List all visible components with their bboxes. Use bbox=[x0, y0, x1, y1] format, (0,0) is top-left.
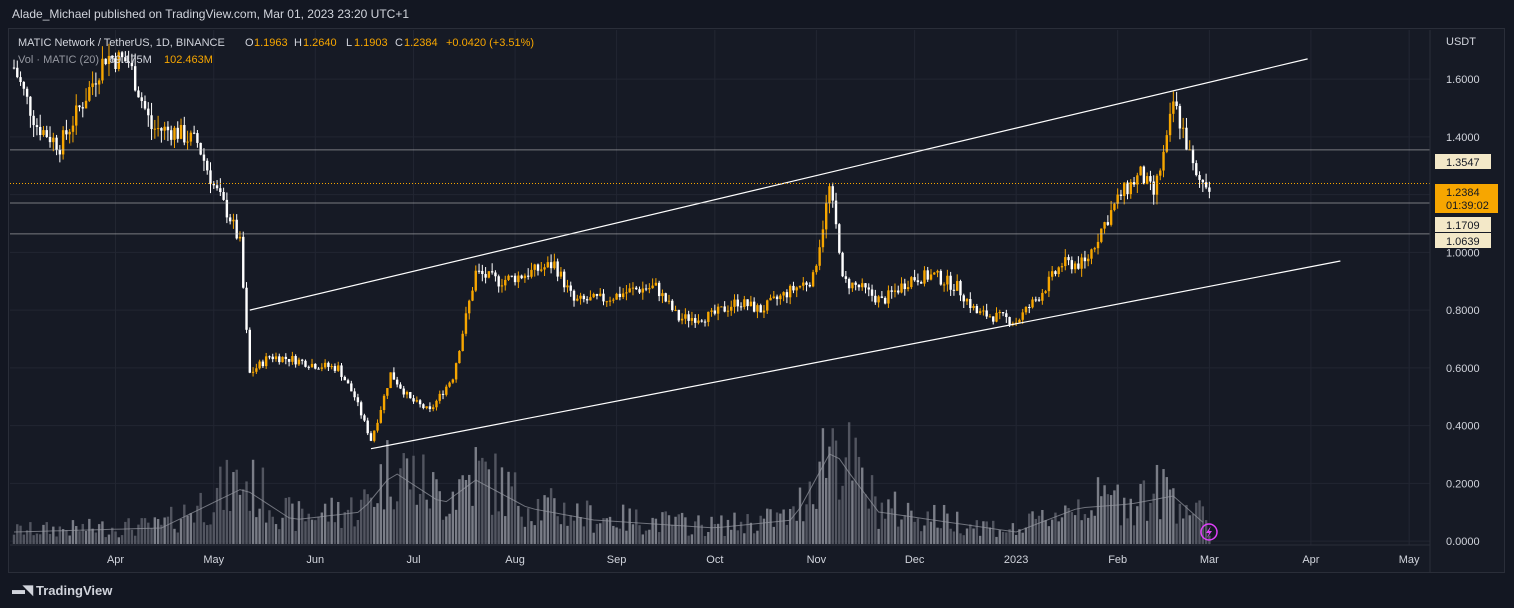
publisher-line: Alade_Michael published on TradingView.c… bbox=[12, 7, 410, 21]
tv-mark-icon: ▬◥ bbox=[12, 582, 33, 597]
chart-frame[interactable] bbox=[8, 28, 1505, 573]
tradingview-logo-icon[interactable]: ▬◥ TradingView bbox=[12, 582, 112, 598]
footer: ▬◥ TradingView bbox=[0, 578, 1514, 608]
footer-brand: TradingView bbox=[36, 582, 113, 598]
publisher-header: Alade_Michael published on TradingView.c… bbox=[0, 0, 1514, 28]
